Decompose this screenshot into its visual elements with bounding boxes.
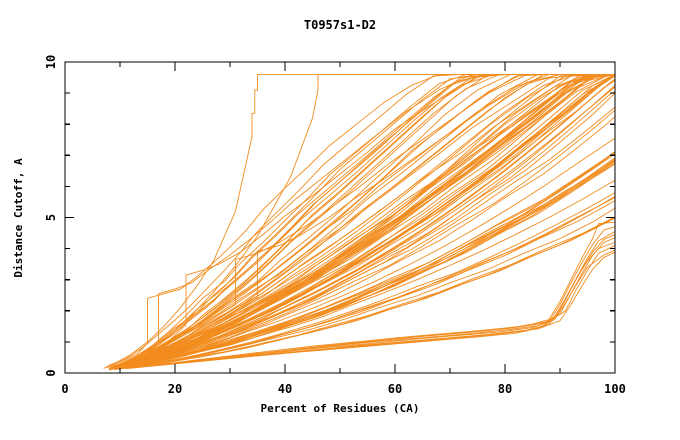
data-curve xyxy=(147,73,616,359)
data-curve xyxy=(111,73,615,368)
data-curve xyxy=(119,73,615,366)
axis-tick-labels-group: 0 20 40 60 80 100 0 5 10 xyxy=(44,55,626,396)
data-curve xyxy=(136,200,616,367)
x-axis-label: Percent of Residues (CA) xyxy=(261,402,420,415)
axis-ticks-group xyxy=(64,61,616,374)
data-curve xyxy=(114,78,616,368)
data-curve xyxy=(108,73,615,366)
data-curve xyxy=(125,73,615,363)
x-tick-label: 0 xyxy=(61,382,68,396)
data-curve xyxy=(119,106,616,368)
data-curve xyxy=(114,179,616,370)
data-curve xyxy=(147,73,615,360)
x-tick-label: 40 xyxy=(278,382,292,396)
y-axis-label: Distance Cutoff, A xyxy=(12,158,25,278)
data-curve xyxy=(114,73,615,368)
data-curve xyxy=(125,109,616,366)
data-curve xyxy=(152,251,616,367)
y-tick-label: 10 xyxy=(44,55,58,69)
data-curve xyxy=(130,217,616,369)
data-curve xyxy=(125,74,616,366)
data-curve xyxy=(122,80,616,367)
data-curve xyxy=(106,73,615,368)
data-curve xyxy=(114,86,616,369)
data-curve xyxy=(119,73,615,368)
y-tick-label: 0 xyxy=(44,369,58,376)
data-curve xyxy=(163,245,616,365)
data-curve xyxy=(108,163,616,371)
data-curve xyxy=(125,75,616,365)
data-curve xyxy=(141,74,616,361)
data-curve xyxy=(114,73,615,365)
data-curve xyxy=(114,73,615,367)
data-curve xyxy=(141,226,616,368)
data-curve xyxy=(108,73,615,369)
data-curve xyxy=(114,207,616,371)
data-curve xyxy=(114,151,616,370)
curve-series-group xyxy=(103,73,616,371)
x-tick-label: 100 xyxy=(604,382,626,396)
x-tick-label: 60 xyxy=(388,382,402,396)
y-tick-label: 5 xyxy=(44,214,58,221)
data-curve xyxy=(147,221,616,367)
data-curve xyxy=(130,73,615,364)
data-curve xyxy=(119,73,616,366)
x-tick-label: 80 xyxy=(498,382,512,396)
data-curve xyxy=(141,73,615,360)
data-curve xyxy=(136,74,616,363)
data-curve xyxy=(114,151,616,369)
data-curve xyxy=(141,73,615,361)
data-curve xyxy=(125,73,616,365)
data-curve xyxy=(108,137,616,370)
x-tick-label: 20 xyxy=(168,382,182,396)
chart-title: T0957s1-D2 xyxy=(303,18,377,32)
data-curve xyxy=(136,73,615,363)
data-curve xyxy=(141,162,616,365)
data-curve xyxy=(130,73,616,363)
